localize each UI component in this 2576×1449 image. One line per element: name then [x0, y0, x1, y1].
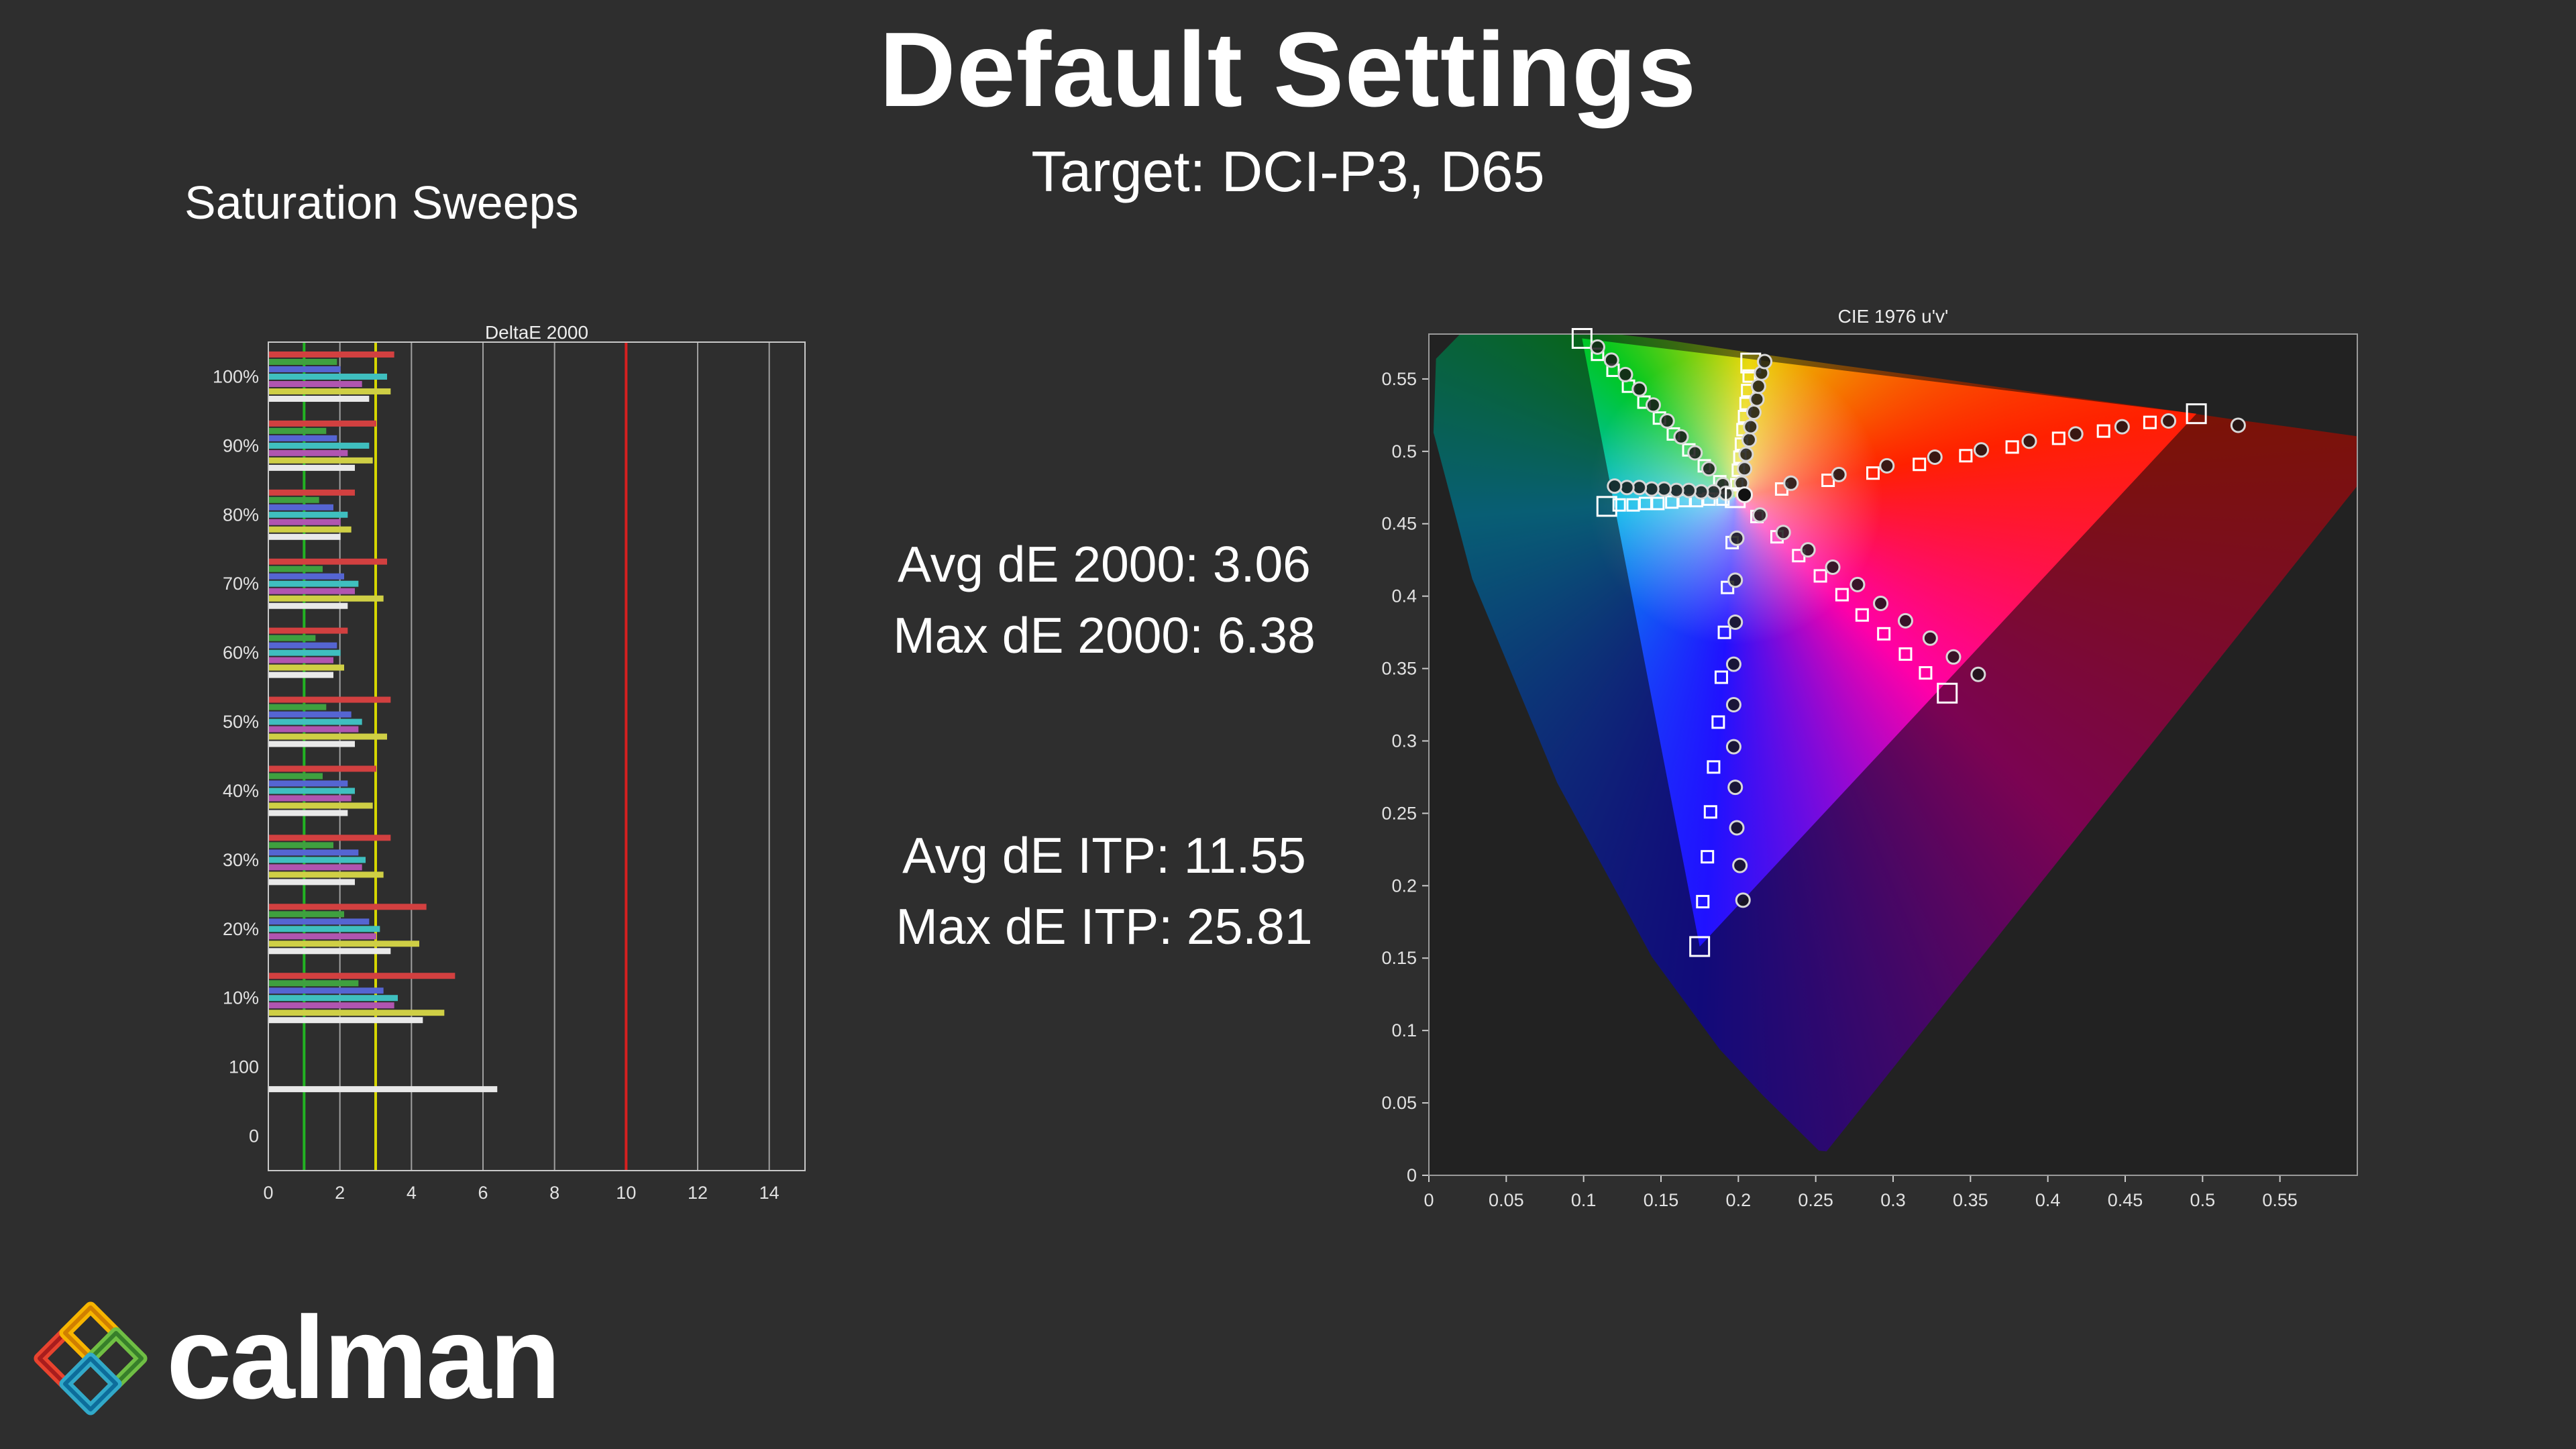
stat-max-deitp: Max dE ITP: 25.81 — [896, 898, 1313, 955]
svg-text:70%: 70% — [223, 574, 259, 594]
svg-text:14: 14 — [759, 1183, 780, 1203]
cie-chart-canvas: 0 0.05 0.1 0.15 0.2 0.25 0.3 0.35 0.4 0.45 0.5 0.55… — [1381, 327, 2358, 1210]
svg-text:100%: 100% — [213, 366, 259, 386]
svg-text:0.45: 0.45 — [2108, 1190, 2143, 1210]
svg-text:0: 0 — [1407, 1165, 1417, 1185]
svg-text:0.55: 0.55 — [1381, 369, 1417, 389]
svg-text:6: 6 — [478, 1183, 488, 1203]
svg-text:0.55: 0.55 — [2262, 1190, 2298, 1210]
svg-text:0: 0 — [263, 1183, 273, 1203]
svg-text:8: 8 — [549, 1183, 559, 1203]
svg-text:12: 12 — [688, 1183, 708, 1203]
svg-text:2: 2 — [335, 1183, 345, 1203]
svg-text:0: 0 — [249, 1126, 259, 1146]
svg-text:0.35: 0.35 — [1953, 1190, 1988, 1210]
svg-text:0.4: 0.4 — [2035, 1190, 2061, 1210]
svg-text:60%: 60% — [223, 643, 259, 663]
svg-text:0.1: 0.1 — [1571, 1190, 1597, 1210]
svg-text:100: 100 — [229, 1057, 259, 1077]
svg-text:10%: 10% — [223, 988, 259, 1008]
bar-chart-title: DeltaE 2000 — [484, 322, 589, 343]
svg-text:0.4: 0.4 — [1391, 586, 1417, 606]
svg-text:0.05: 0.05 — [1381, 1093, 1417, 1113]
svg-text:0.3: 0.3 — [1880, 1190, 1906, 1210]
svg-text:0.15: 0.15 — [1644, 1190, 1679, 1210]
svg-text:0.35: 0.35 — [1381, 659, 1417, 679]
svg-text:0.1: 0.1 — [1391, 1020, 1417, 1040]
svg-text:0.45: 0.45 — [1381, 514, 1417, 534]
svg-text:80%: 80% — [223, 504, 259, 525]
svg-text:0.5: 0.5 — [2190, 1190, 2216, 1210]
svg-text:0: 0 — [1424, 1190, 1434, 1210]
cie-plot-background — [1429, 334, 2357, 1175]
svg-text:4: 4 — [407, 1183, 417, 1203]
bar-chart-canvas: 100% 90% 80% 70% 60% 50% 40% 30% 20% 10% 100 0 0 2 4 6 8… — [213, 341, 806, 1203]
svg-text:0.05: 0.05 — [1489, 1190, 1524, 1210]
cie-chart-title: CIE 1976 u'v' — [1837, 306, 1949, 327]
svg-text:10: 10 — [616, 1183, 636, 1203]
page-subtitle: Target: DCI-P3, D65 — [1031, 140, 1545, 204]
svg-text:40%: 40% — [223, 781, 259, 801]
svg-text:0.25: 0.25 — [1381, 803, 1417, 823]
svg-text:0.15: 0.15 — [1381, 948, 1417, 968]
saturation-sweeps-label: Saturation Sweeps — [184, 176, 579, 229]
svg-text:90%: 90% — [223, 435, 259, 455]
svg-text:50%: 50% — [223, 712, 259, 732]
svg-text:0.5: 0.5 — [1391, 441, 1417, 462]
svg-text:0.25: 0.25 — [1798, 1190, 1833, 1210]
stat-max-de2000: Max dE 2000: 6.38 — [893, 607, 1316, 663]
deltae-2000-bar-chart: DeltaE 2000 100% 90% 80% 70% 60% 50% 40% 30% 20%… — [201, 309, 859, 1248]
page-title: Default Settings — [879, 11, 1697, 129]
stat-avg-deitp: Avg dE ITP: 11.55 — [902, 827, 1306, 883]
calman-logo-icon — [34, 1301, 148, 1415]
svg-text:0.2: 0.2 — [1391, 875, 1417, 896]
calman-logo: calman — [27, 1291, 561, 1426]
svg-text:0.3: 0.3 — [1391, 731, 1417, 751]
cie-1976-chart: CIE 1976 u'v' 0 0.05 0.1 0.15 0.2 0.25 0.3 0.35… — [1368, 302, 2402, 1241]
svg-text:30%: 30% — [223, 850, 259, 870]
stat-avg-de2000: Avg dE 2000: 3.06 — [898, 536, 1311, 592]
calman-wordmark: calman — [166, 1293, 561, 1424]
svg-text:20%: 20% — [223, 919, 259, 939]
svg-text:0.2: 0.2 — [1726, 1190, 1752, 1210]
